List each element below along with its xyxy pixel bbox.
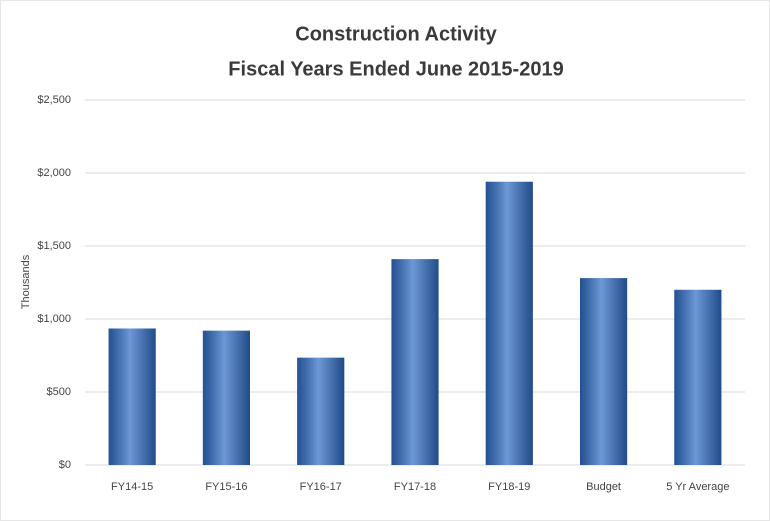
y-tick-label: $0 — [59, 459, 71, 471]
bar-shading — [202, 330, 250, 465]
chart-subtitle: Fiscal Years Ended June 2015-2019 — [228, 58, 563, 80]
bar-shading — [391, 259, 439, 465]
x-tick-label: FY18-19 — [488, 481, 530, 493]
bar-shading — [580, 278, 628, 465]
y-tick-label: $500 — [47, 386, 71, 398]
y-axis-label: Thousands — [20, 254, 32, 309]
y-tick-label: $1,000 — [37, 313, 71, 325]
bar-shading — [108, 328, 156, 465]
y-tick-label: $1,500 — [37, 240, 71, 252]
y-tick-label: $2,000 — [37, 167, 71, 179]
x-tick-label: FY15-16 — [205, 481, 247, 493]
x-tick-label: Budget — [586, 481, 621, 493]
bar-shading — [485, 181, 533, 465]
x-tick-label: FY17-18 — [394, 481, 436, 493]
bar-shading — [674, 289, 722, 465]
x-tick-label: 5 Yr Average — [666, 481, 729, 493]
chart-title: Construction Activity — [295, 23, 497, 45]
x-tick-label: FY14-15 — [111, 481, 153, 493]
y-tick-label: $2,500 — [37, 94, 71, 106]
bar-shading — [297, 357, 345, 465]
x-tick-label: FY16-17 — [300, 481, 342, 493]
